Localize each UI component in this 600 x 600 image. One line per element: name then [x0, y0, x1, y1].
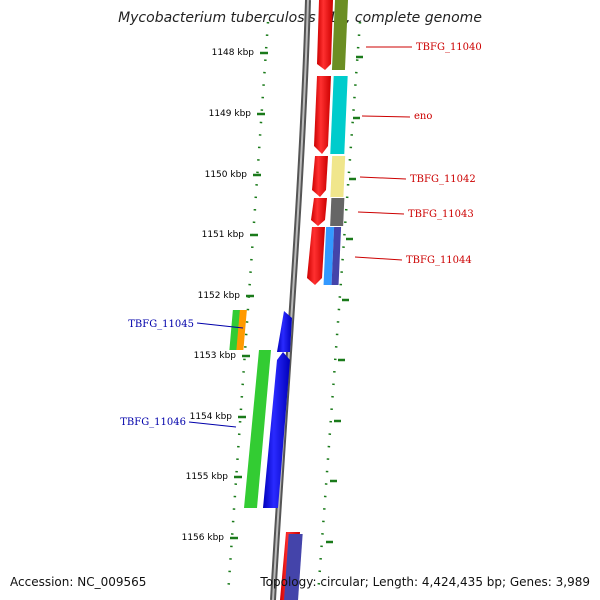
gene-label-TBFG_11045[interactable]: TBFG_11045 [128, 319, 194, 330]
gene-label-TBFG_11044[interactable]: TBFG_11044 [406, 255, 472, 266]
gene-label-TBFG_11043[interactable]: TBFG_11043 [408, 209, 474, 220]
ruler-tick-label: 1152 kbp [198, 291, 241, 301]
ruler-tick-label: 1151 kbp [202, 230, 245, 240]
cog-bar-next [284, 534, 303, 600]
gene-label-TBFG_11040[interactable]: TBFG_11040 [416, 42, 482, 53]
ruler-tick-label: 1150 kbp [205, 170, 248, 180]
cog-bar-eno [330, 76, 348, 154]
gene-arrow-TBFG_11046[interactable] [263, 352, 290, 508]
cog-bar-TBFG_11046-green [244, 350, 271, 508]
ruler-tick-label: 1149 kbp [209, 109, 252, 119]
gene-label-leader [359, 176, 407, 180]
gene-label-TBFG_11046[interactable]: TBFG_11046 [120, 417, 186, 428]
cog-bar-TBFG_11042 [330, 156, 346, 197]
cog-bar-TBFG_11043 [330, 198, 345, 226]
cog-bar-TBFG_11044-b [331, 227, 342, 285]
map-title: Mycobacterium tuberculosis F11, complete… [118, 10, 482, 26]
cog-bar-TBFG_11040 [331, 0, 348, 70]
gene-arrow-TBFG_11044[interactable] [307, 227, 325, 285]
inner-ruler-dots [226, 21, 270, 596]
ruler-tick-label: 1153 kbp [194, 351, 237, 361]
cog-bar-TBFG_11044-a [323, 227, 335, 285]
gene-arrow-eno[interactable] [314, 76, 331, 154]
genome-info-text: Topology: circular; Length: 4,424,435 bp… [260, 575, 590, 589]
gene-label-eno[interactable]: eno [414, 111, 432, 122]
ruler-tick-label: 1148 kbp [212, 48, 255, 58]
gene-label-leader [196, 322, 244, 329]
accession-text: Accession: NC_009565 [10, 575, 147, 589]
cog-bar-TBFG_11045-green [229, 310, 240, 350]
gene-arrow-TBFG_11042[interactable] [312, 156, 328, 197]
gene-arrow-TBFG_11043[interactable] [311, 198, 327, 226]
gene-label-leader [188, 421, 237, 428]
gene-label-leader [357, 211, 405, 215]
gene-arrow-TBFG_11040[interactable] [317, 0, 333, 70]
gene-label-leader [361, 115, 411, 118]
gene-label-leader [354, 256, 403, 261]
ruler-tick-label: 1155 kbp [186, 472, 229, 482]
gene-arrow-TBFG_11045[interactable] [277, 311, 292, 352]
genome-backbone-highlight [272, 0, 309, 600]
ruler-tick-label: 1154 kbp [190, 412, 233, 422]
gene-label-TBFG_11042[interactable]: TBFG_11042 [410, 174, 476, 185]
ruler-tick-label: 1156 kbp [182, 533, 225, 543]
